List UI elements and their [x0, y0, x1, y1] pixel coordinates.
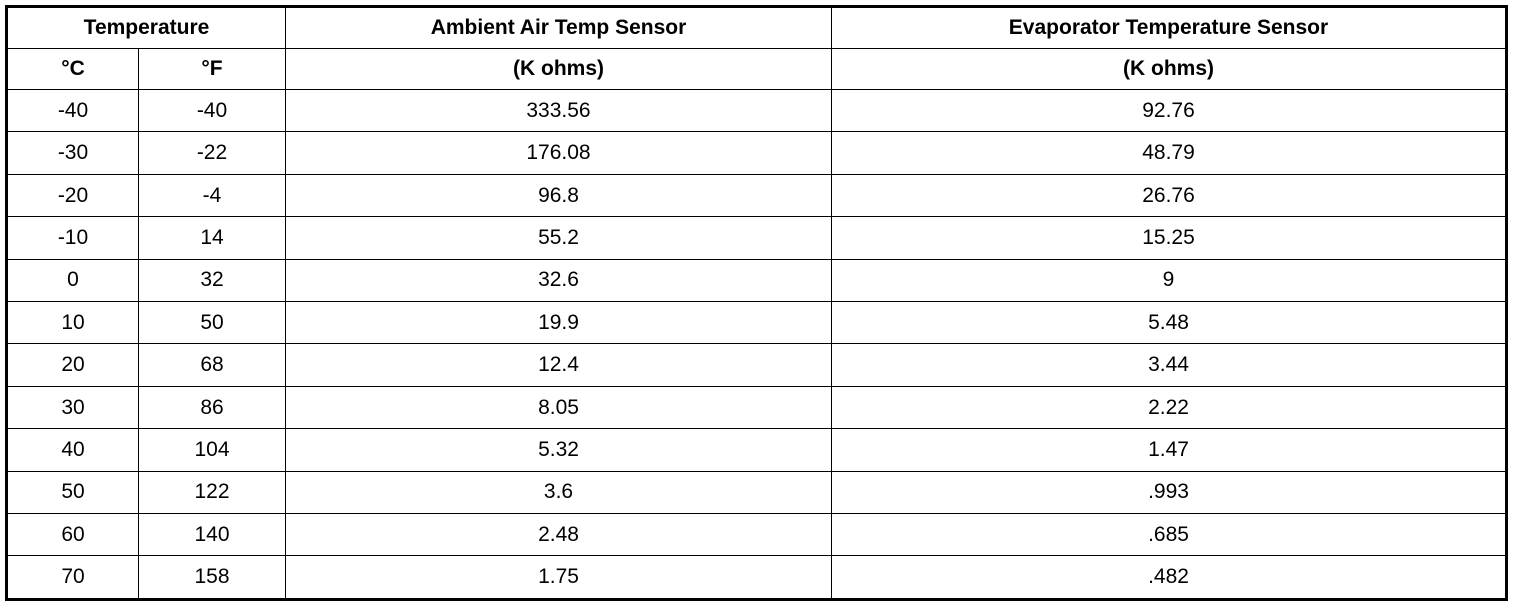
header-row: Temperature Ambient Air Temp Sensor Evap…	[6, 6, 1507, 49]
data-cell: 1.75	[285, 555, 832, 600]
data-cell: 10	[6, 301, 139, 345]
data-cell: 104	[138, 428, 286, 472]
data-cell: .685	[831, 513, 1507, 557]
data-cell: -20	[6, 173, 139, 218]
data-cell: 20	[6, 343, 139, 387]
subheader-cell: (K ohms)	[285, 48, 832, 90]
data-row: -10 14 55.2 15.25	[6, 216, 1507, 260]
data-cell: 9	[831, 258, 1507, 303]
data-cell: 86	[138, 385, 286, 430]
data-cell: 68	[138, 343, 286, 387]
data-cell: 122	[138, 470, 286, 515]
data-row: 50 122 3.6.993	[6, 470, 1507, 515]
data-cell: 70	[6, 555, 139, 600]
subheader-row: °C °F (K ohms) (K ohms)	[6, 48, 1507, 90]
data-cell: 32	[138, 258, 286, 303]
data-row: 20 68 12.4 3.44	[6, 343, 1507, 387]
data-cell: 19.9	[285, 301, 832, 345]
data-row: 70 158 1.75.482	[6, 555, 1507, 600]
data-cell: 2.22	[831, 385, 1507, 430]
data-cell: -40	[138, 88, 286, 133]
data-row: 60 140 2.48.685	[6, 513, 1507, 557]
data-row: -20 -4 96.8 26.76	[6, 173, 1507, 218]
subheader-cell: °F	[138, 48, 286, 90]
data-cell: 60	[6, 513, 139, 557]
data-cell: 140	[138, 513, 286, 557]
data-cell: 92.76	[831, 88, 1507, 133]
data-row: 0 32 32.6 9	[6, 258, 1507, 303]
header-cell: Evaporator Temperature Sensor	[831, 6, 1507, 49]
data-cell: 0	[6, 258, 139, 303]
data-row: -30 -22 176.08 48.79	[6, 131, 1507, 175]
data-cell: 30	[6, 385, 139, 430]
data-cell: 158	[138, 555, 286, 600]
data-row: -40 -40 333.56 92.76	[6, 88, 1507, 133]
data-cell: 40	[6, 428, 139, 472]
data-cell: 14	[138, 216, 286, 260]
data-cell: 12.4	[285, 343, 832, 387]
data-cell: 2.48	[285, 513, 832, 557]
data-cell: 96.8	[285, 173, 832, 218]
data-cell: 333.56	[285, 88, 832, 133]
data-cell: .993	[831, 470, 1507, 515]
data-cell: 3.6	[285, 470, 832, 515]
data-cell: .482	[831, 555, 1507, 600]
data-cell: 55.2	[285, 216, 832, 260]
data-cell: 176.08	[285, 131, 832, 175]
data-cell: 48.79	[831, 131, 1507, 175]
data-cell: 50	[138, 301, 286, 345]
data-row: 30 86 8.05 2.22	[6, 385, 1507, 430]
header-cell: Temperature	[6, 6, 286, 49]
subheader-cell: °C	[6, 48, 139, 90]
data-cell: 15.25	[831, 216, 1507, 260]
data-cell: -4	[138, 173, 286, 218]
data-cell: 1.47	[831, 428, 1507, 472]
table-body: -40 -40 333.56 92.76 -30 -22 176.08 48.79 -20 -4 9…	[6, 88, 1507, 600]
data-cell: 8.05	[285, 385, 832, 430]
data-cell: -10	[6, 216, 139, 260]
data-cell: 50	[6, 470, 139, 515]
data-cell: -40	[6, 88, 139, 133]
subheader-cell: (K ohms)	[831, 48, 1507, 90]
data-cell: 32.6	[285, 258, 832, 303]
data-row: 40 104 5.32 1.47	[6, 428, 1507, 472]
data-row: 10 50 19.9 5.48	[6, 301, 1507, 345]
data-cell: 5.48	[831, 301, 1507, 345]
data-cell: 26.76	[831, 173, 1507, 218]
header-cell: Ambient Air Temp Sensor	[285, 6, 832, 49]
data-cell: -22	[138, 131, 286, 175]
data-cell: 5.32	[285, 428, 832, 472]
data-cell: 3.44	[831, 343, 1507, 387]
sensor-table: Temperature Ambient Air Temp Sensor Evap…	[5, 5, 1508, 601]
data-cell: -30	[6, 131, 139, 175]
